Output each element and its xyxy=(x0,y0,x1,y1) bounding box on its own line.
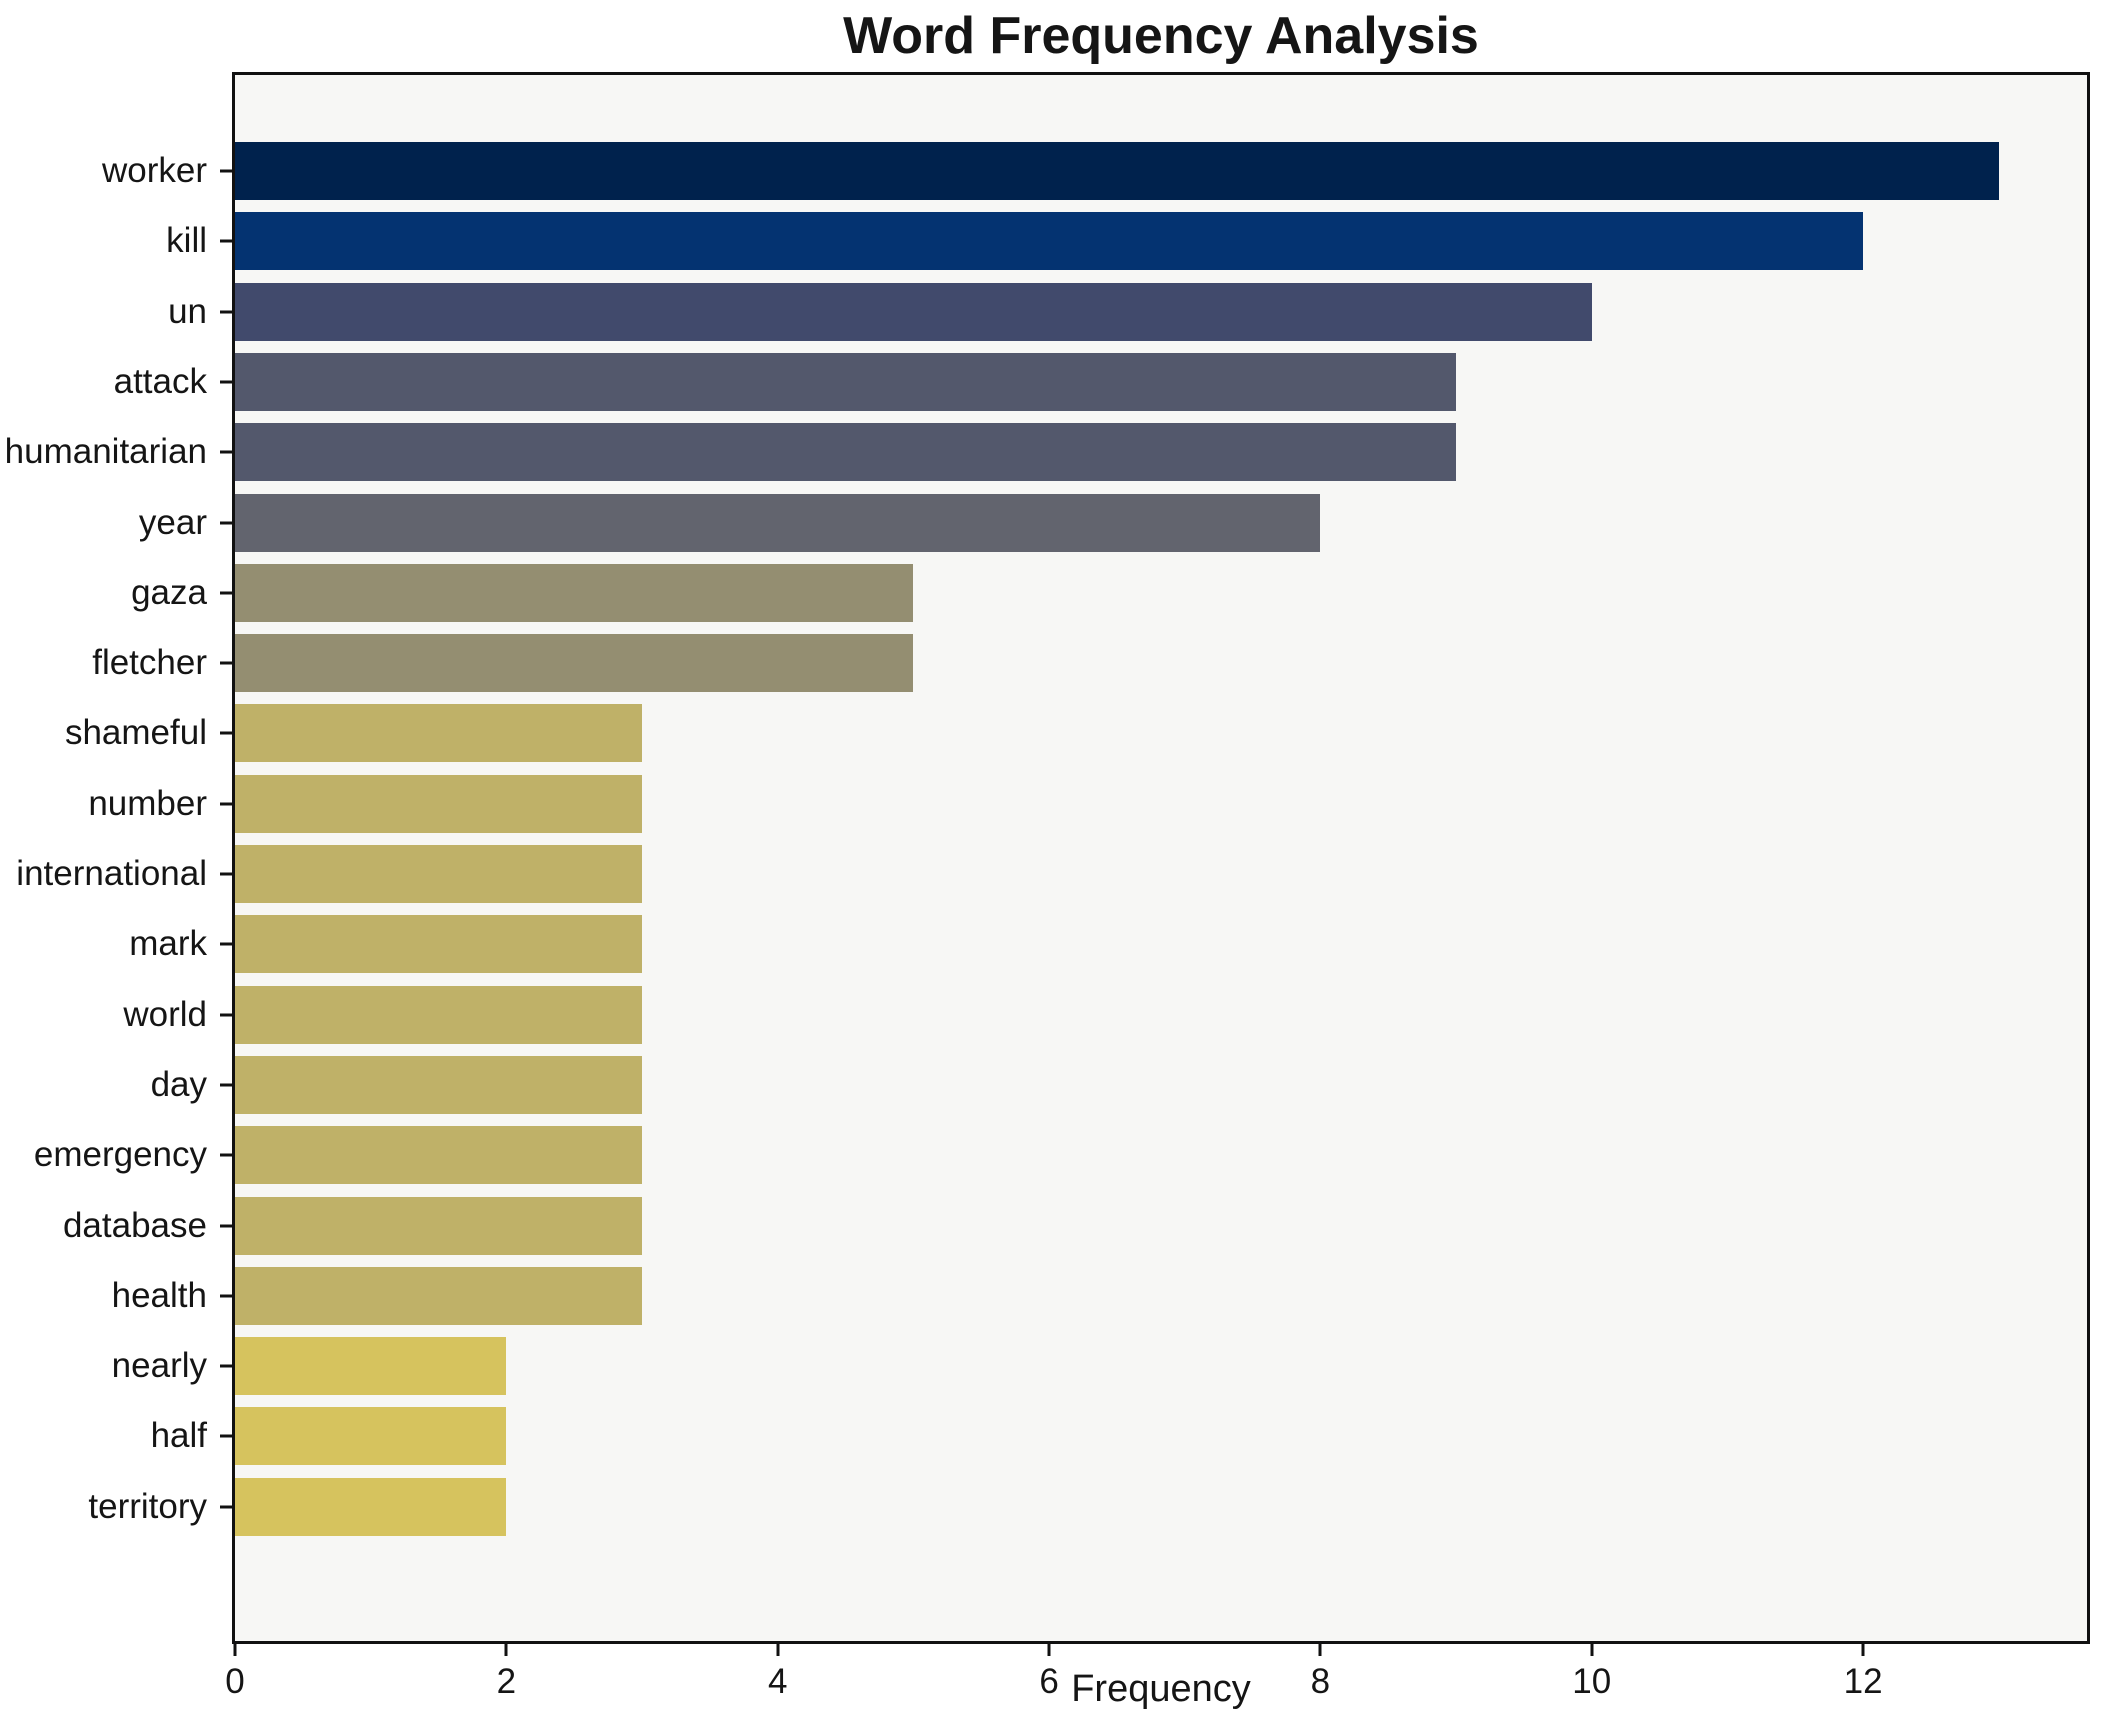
category-label-nearly: nearly xyxy=(111,1346,207,1386)
category-label-half: half xyxy=(150,1416,207,1456)
category-label-international: international xyxy=(16,854,207,893)
y-tick-mark xyxy=(220,591,232,595)
y-tick-mark xyxy=(220,1083,232,1087)
category-label-mark: mark xyxy=(129,924,207,964)
category-label-worker: worker xyxy=(101,151,207,190)
y-tick-mark xyxy=(220,1434,232,1438)
y-tick-mark xyxy=(220,310,232,314)
y-tick-mark xyxy=(220,169,232,173)
category-label-fletcher: fletcher xyxy=(92,643,207,683)
y-tick-mark xyxy=(220,1294,232,1298)
plot-area xyxy=(232,72,2090,1644)
category-label-number: number xyxy=(88,783,207,823)
y-tick-mark xyxy=(220,450,232,454)
category-label-kill: kill xyxy=(166,221,207,261)
x-tick-mark xyxy=(1318,1644,1322,1656)
category-label-humanitarian: humanitarian xyxy=(4,432,207,472)
category-label-attack: attack xyxy=(113,361,207,401)
category-label-territory: territory xyxy=(88,1486,207,1526)
x-tick-label-4: 4 xyxy=(767,1662,788,1701)
bar-health xyxy=(235,1266,643,1325)
y-tick-mark xyxy=(220,661,232,665)
y-tick-mark xyxy=(220,802,232,806)
x-tick-label-2: 2 xyxy=(496,1662,517,1701)
x-tick-mark xyxy=(233,1644,237,1656)
category-label-un: un xyxy=(168,291,207,331)
bar-attack xyxy=(235,352,1457,411)
category-label-health: health xyxy=(111,1275,207,1315)
bar-territory xyxy=(235,1477,507,1536)
x-tick-mark xyxy=(776,1644,780,1656)
bar-kill xyxy=(235,212,1864,271)
x-tick-label-12: 12 xyxy=(1843,1662,1883,1701)
category-label-year: year xyxy=(138,502,207,542)
y-tick-mark xyxy=(220,521,232,524)
x-axis-label: Frequency xyxy=(1071,1668,1251,1710)
bar-worker xyxy=(235,142,1999,200)
bar-mark xyxy=(235,915,643,974)
x-tick-label-8: 8 xyxy=(1310,1662,1331,1701)
x-tick-mark xyxy=(1590,1644,1594,1656)
x-tick-mark xyxy=(1047,1644,1051,1656)
y-tick-mark xyxy=(220,1013,232,1017)
bar-international xyxy=(235,845,643,903)
bar-humanitarian xyxy=(235,423,1457,482)
bar-emergency xyxy=(235,1126,643,1185)
bar-gaza xyxy=(235,563,914,622)
y-tick-mark xyxy=(220,1153,232,1157)
category-label-world: world xyxy=(123,994,207,1034)
x-tick-mark xyxy=(1861,1644,1865,1656)
bar-nearly xyxy=(235,1337,507,1396)
category-label-day: day xyxy=(150,1064,207,1104)
bar-fletcher xyxy=(235,634,914,693)
chart-title: Word Frequency Analysis xyxy=(843,7,1479,65)
category-label-gaza: gaza xyxy=(131,572,207,612)
bar-database xyxy=(235,1196,643,1255)
x-tick-mark xyxy=(504,1644,508,1656)
y-tick-mark xyxy=(220,942,232,946)
y-tick-mark xyxy=(220,380,232,384)
category-label-shameful: shameful xyxy=(64,713,207,753)
x-tick-label-10: 10 xyxy=(1572,1662,1612,1701)
bar-day xyxy=(235,1055,643,1114)
y-tick-mark xyxy=(220,731,232,735)
x-tick-label-0: 0 xyxy=(225,1662,245,1701)
y-tick-mark xyxy=(220,1224,232,1227)
bar-year xyxy=(235,493,1321,552)
x-tick-label-6: 6 xyxy=(1039,1662,1059,1701)
y-tick-mark xyxy=(220,872,232,876)
category-label-database: database xyxy=(62,1205,207,1245)
bar-half xyxy=(235,1407,507,1466)
y-tick-mark xyxy=(220,1364,232,1368)
bar-world xyxy=(235,985,643,1044)
bar-shameful xyxy=(235,704,643,763)
y-tick-mark xyxy=(220,1505,232,1509)
y-tick-mark xyxy=(220,239,232,243)
category-label-emergency: emergency xyxy=(33,1135,207,1175)
bar-number xyxy=(235,774,643,833)
bar-un xyxy=(235,282,1592,341)
